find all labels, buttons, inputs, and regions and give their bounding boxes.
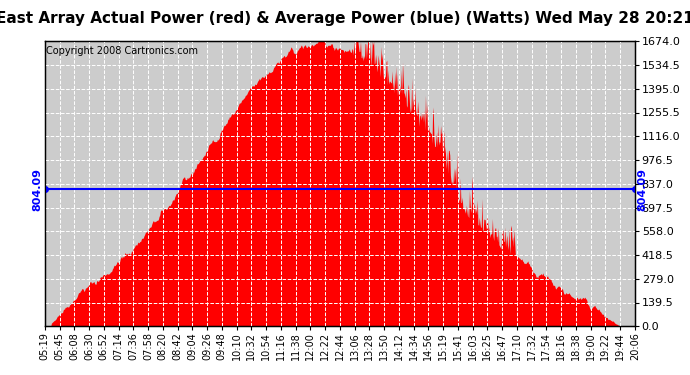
Text: East Array Actual Power (red) & Average Power (blue) (Watts) Wed May 28 20:21: East Array Actual Power (red) & Average … bbox=[0, 11, 690, 26]
Text: 804.09: 804.09 bbox=[32, 168, 42, 211]
Text: 804.09: 804.09 bbox=[638, 168, 648, 211]
Text: Copyright 2008 Cartronics.com: Copyright 2008 Cartronics.com bbox=[46, 45, 198, 56]
